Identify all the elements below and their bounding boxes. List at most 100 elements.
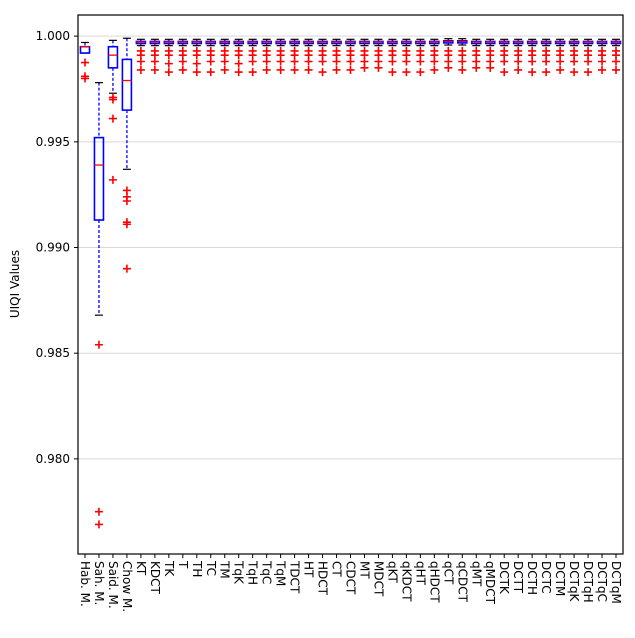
outlier-marker — [598, 57, 607, 66]
outlier-marker — [500, 57, 509, 66]
outlier-marker — [346, 57, 355, 66]
box-DCTT — [512, 38, 524, 74]
outlier-marker — [360, 63, 369, 72]
box-DCTK — [498, 38, 510, 77]
box-TqM — [275, 38, 286, 74]
box-TM — [219, 38, 231, 74]
outlier-marker — [444, 63, 453, 72]
outlier-marker — [234, 51, 243, 60]
box-MT — [359, 38, 370, 72]
x-tick-label: TqC — [260, 560, 274, 584]
box-qMDCT — [484, 38, 496, 72]
x-tick-label: HT — [302, 561, 316, 578]
box-HT — [303, 38, 314, 74]
y-tick-label: 0.995 — [36, 135, 70, 149]
box-iqr — [93, 136, 105, 221]
box-DCTqC — [596, 38, 608, 74]
outlier-marker — [220, 57, 229, 66]
x-tick-label: qHDCT — [427, 561, 441, 603]
box-Said. M. — [107, 39, 119, 184]
x-tick-label: DCTqK — [567, 561, 581, 603]
box-MDCT — [373, 38, 384, 72]
y-axis-label: UIQI Values — [8, 250, 22, 318]
x-tick-label: KDCT — [148, 561, 162, 594]
box-TqC — [261, 38, 272, 74]
outlier-marker — [416, 68, 425, 77]
x-tick-label: DCTqC — [595, 561, 609, 602]
outlier-marker — [458, 57, 467, 66]
outlier-marker — [262, 65, 271, 74]
outlier-marker — [150, 57, 159, 66]
outlier-marker — [416, 57, 425, 66]
outlier-marker — [472, 63, 481, 72]
x-tick-label: DCTM — [553, 561, 567, 596]
outlier-marker — [164, 51, 173, 60]
outlier-marker — [598, 65, 607, 74]
x-tick-label: TqK — [232, 560, 246, 585]
plot-area-frame — [77, 14, 624, 555]
box-qMT — [470, 38, 482, 72]
box-DCTqM — [610, 38, 622, 74]
outlier-marker — [178, 65, 187, 74]
outlier-marker — [542, 68, 551, 77]
x-tick-label: TDCT — [288, 560, 302, 594]
outlier-marker — [164, 68, 173, 77]
x-tick-label: TC — [204, 560, 218, 576]
outlier-marker — [178, 57, 187, 66]
box-qCT — [443, 38, 454, 72]
y-tick-label: 0.980 — [36, 452, 70, 466]
outlier-marker — [192, 68, 201, 77]
x-tick-label: TqM — [274, 560, 288, 586]
outlier-marker — [556, 57, 565, 66]
box-TDCT — [289, 38, 300, 74]
outlier-marker — [402, 68, 411, 77]
box-DCTC — [540, 38, 552, 77]
outlier-marker — [192, 59, 201, 68]
outlier-marker — [514, 65, 523, 74]
x-tick-label: DCTK — [497, 561, 511, 595]
box-qKDCT — [401, 38, 412, 77]
outlier-marker — [388, 57, 397, 66]
x-tick-label: KT — [134, 561, 148, 576]
box-Hab. M. — [79, 41, 91, 83]
outlier-marker — [290, 57, 299, 66]
outlier-marker — [318, 68, 327, 77]
box-KDCT — [149, 38, 161, 74]
outlier-marker — [220, 65, 229, 74]
outlier-marker — [304, 57, 313, 66]
outlier-marker — [276, 65, 285, 74]
box-KT — [135, 38, 147, 74]
x-tick-label: MDCT — [371, 561, 385, 597]
box-TC — [205, 38, 217, 77]
x-tick-label: CDCT — [344, 561, 358, 595]
box-qHDCT — [429, 38, 440, 74]
x-axis: Hab. M. Sah. M. Said. M. Chow M. KT KDCT TK T TH… — [78, 554, 623, 612]
box-DCTqH — [582, 38, 594, 77]
outlier-marker — [402, 57, 411, 66]
x-tick-label: qCT — [441, 561, 455, 585]
box-T — [177, 38, 189, 74]
box-iqr — [79, 45, 91, 54]
box-qHT — [415, 38, 426, 77]
x-tick-label: TH — [190, 560, 204, 577]
outlier-marker — [80, 74, 89, 83]
outlier-marker — [192, 51, 201, 60]
outlier-marker — [388, 68, 397, 77]
x-tick-label: HDCT — [316, 561, 330, 596]
box-TH — [191, 38, 203, 77]
box-TK — [163, 38, 175, 77]
box-HDCT — [317, 38, 328, 77]
x-tick-label: Sah. M. — [92, 561, 106, 605]
x-tick-label: TK — [162, 560, 176, 577]
x-tick-label: qMT — [469, 561, 483, 587]
y-axis: 0.980 0.985 0.990 0.995 1.000 — [36, 29, 78, 466]
outlier-marker — [248, 68, 257, 77]
x-tick-label: DCTqM — [609, 561, 623, 604]
outlier-marker — [332, 57, 341, 66]
x-tick-label: TqH — [246, 560, 260, 585]
x-tick-label: Said. M. — [106, 561, 120, 609]
outlier-marker — [108, 114, 117, 123]
x-tick-label: DCTH — [525, 561, 539, 595]
x-tick-label: qHT — [413, 561, 427, 586]
